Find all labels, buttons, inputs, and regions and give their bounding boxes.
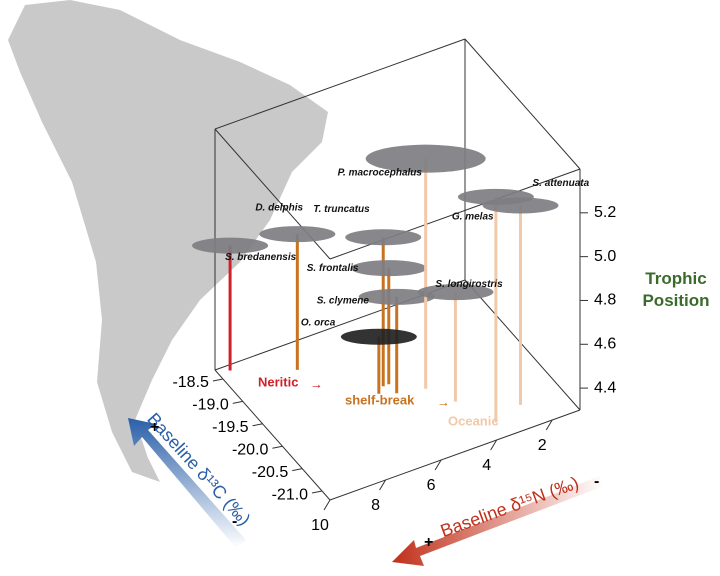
y-tick-label: -20.0 bbox=[232, 441, 269, 458]
x-tick bbox=[545, 419, 553, 431]
y-tick bbox=[272, 445, 283, 449]
y-tick-label: -19.5 bbox=[212, 419, 249, 436]
z-axis-title: Position bbox=[642, 291, 709, 310]
cetacean-icon bbox=[259, 226, 336, 243]
species-label: S. clymene bbox=[317, 295, 370, 306]
box-edge bbox=[214, 369, 331, 501]
x-tick bbox=[379, 479, 386, 491]
y-tick-label: -21.0 bbox=[272, 486, 309, 503]
x-tick-label: 6 bbox=[427, 477, 436, 494]
species-label: G. melas bbox=[452, 212, 494, 223]
y-tick bbox=[311, 490, 323, 494]
cetacean-icon bbox=[417, 284, 494, 301]
y-tick bbox=[252, 423, 263, 427]
x-sign: + bbox=[424, 534, 433, 551]
cetacean-icon bbox=[482, 197, 559, 214]
cetacean-icon bbox=[340, 328, 417, 345]
cetacean-icon bbox=[350, 260, 427, 277]
box-edge bbox=[214, 38, 466, 130]
y-tick-label: -20.5 bbox=[252, 464, 289, 481]
x-tick-label: 4 bbox=[482, 457, 491, 474]
box-edge bbox=[464, 38, 581, 170]
y-tick bbox=[232, 400, 243, 404]
x-tick-label: 8 bbox=[371, 497, 380, 514]
map-south-america bbox=[8, 0, 328, 482]
y-sign: - bbox=[232, 513, 237, 530]
z-tick-label: 5.0 bbox=[594, 248, 616, 265]
y-sign: + bbox=[150, 419, 159, 436]
habitat-label: shelf-break bbox=[345, 392, 415, 407]
habitat-label: Oceanic bbox=[448, 413, 499, 428]
species-label: S. attenuata bbox=[532, 178, 589, 189]
x-sign: - bbox=[594, 473, 599, 490]
x-tick-label: 2 bbox=[538, 437, 547, 454]
cetacean-icon bbox=[345, 229, 422, 246]
red-gradient-arrow bbox=[392, 476, 604, 566]
z-tick-label: 5.2 bbox=[594, 204, 616, 221]
x-tick bbox=[434, 459, 442, 471]
y-tick-label: -18.5 bbox=[172, 374, 209, 391]
x-axis-title: Baseline δ¹⁵N (‰) bbox=[438, 473, 582, 542]
species-label: S. longirostris bbox=[435, 279, 503, 290]
cetacean-icon bbox=[365, 144, 486, 173]
habitat-arrow: → bbox=[310, 376, 323, 391]
species-label: P. macrocephalus bbox=[338, 167, 423, 178]
y-tick-label: -19.0 bbox=[192, 397, 229, 414]
habitat-label: Neritic bbox=[258, 374, 298, 389]
box-edge bbox=[329, 409, 581, 501]
cetacean-icon bbox=[192, 237, 269, 254]
species-label: D. delphis bbox=[255, 203, 303, 214]
species-label: T. truncatus bbox=[313, 204, 370, 215]
y-tick bbox=[292, 468, 303, 472]
x-tick-label: 10 bbox=[311, 517, 329, 534]
habitat-arrow: → bbox=[437, 394, 450, 409]
z-tick-label: 4.6 bbox=[594, 335, 616, 352]
x-tick bbox=[323, 499, 331, 511]
z-tick-label: 4.4 bbox=[594, 379, 616, 396]
x-tick bbox=[490, 439, 498, 451]
z-tick-label: 4.8 bbox=[594, 292, 616, 309]
box-edge bbox=[464, 279, 581, 411]
y-tick bbox=[212, 378, 224, 382]
z-axis-title: Trophic bbox=[645, 269, 706, 288]
species-label: S. bredanensis bbox=[225, 252, 297, 263]
species-label: S. frontalis bbox=[307, 263, 359, 274]
blue-gradient-arrow bbox=[128, 418, 246, 548]
species-label: O. orca bbox=[301, 317, 336, 328]
cetacean-icon bbox=[358, 288, 435, 305]
